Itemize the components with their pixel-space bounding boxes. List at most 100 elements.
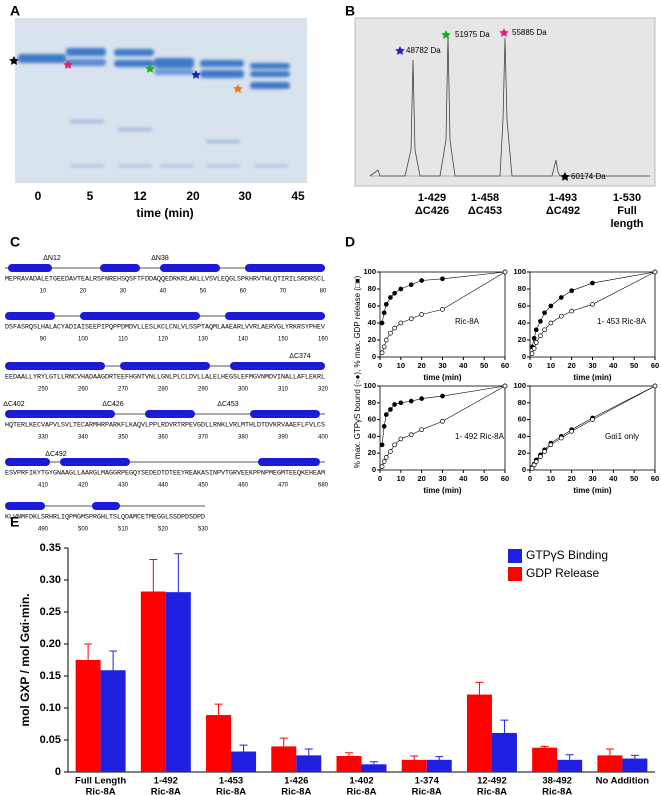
plot-title: 1- 453 Ric-8A	[597, 317, 647, 326]
residue-number: 320	[318, 387, 329, 393]
residue-number: 50	[200, 289, 207, 295]
residue-number: 150	[278, 337, 289, 343]
y-tick-label: 0	[372, 465, 376, 474]
peak-label: 55885 Da	[512, 28, 547, 37]
peak-label: 60174 Da	[571, 172, 606, 181]
helix	[160, 264, 220, 272]
legend-swatch	[508, 549, 522, 563]
x-tick-label: 10	[547, 361, 555, 370]
x-tick-label: 30	[438, 361, 446, 370]
residue-number: 510	[118, 527, 129, 533]
bar	[206, 715, 232, 772]
plot-frame	[379, 385, 506, 471]
bar	[426, 759, 452, 772]
error-bar	[605, 748, 614, 756]
helix	[250, 410, 320, 418]
residue-number: 340	[78, 435, 89, 441]
y-tick-label: 20	[368, 335, 376, 344]
residue-number: 530	[198, 527, 209, 533]
data-point	[558, 295, 564, 300]
x-tick-label: 20	[567, 474, 575, 483]
legend-swatch	[508, 567, 522, 581]
x-axis-label: time (min)	[573, 486, 612, 495]
panel-label: B	[345, 3, 355, 19]
x-tick-label: Full Length	[75, 776, 126, 787]
x-tick-label: 40	[609, 361, 617, 370]
bar	[557, 759, 583, 772]
residue-number: 410	[38, 483, 49, 489]
helix	[145, 410, 195, 418]
x-tick-label: 1-492	[154, 776, 178, 787]
curve	[381, 385, 506, 445]
error-bar	[630, 754, 639, 759]
x-tick-label: No Addition	[596, 776, 650, 787]
y-tick-label: 80	[518, 284, 526, 293]
data-point	[502, 269, 508, 275]
data-point	[542, 327, 547, 333]
helix	[8, 264, 52, 272]
data-point	[408, 398, 414, 404]
data-point	[419, 427, 425, 433]
helix	[5, 502, 45, 510]
y-axis-label: % max. GTPγS bound (○●), % max. GDP rele…	[353, 275, 362, 468]
residue-number: 450	[198, 483, 209, 489]
residue-number: 370	[198, 435, 209, 441]
bar	[271, 746, 297, 772]
y-tick-label: 0.30	[40, 574, 61, 586]
bar	[231, 751, 257, 772]
data-point	[381, 459, 387, 464]
y-tick-label: 0.10	[40, 702, 61, 714]
x-tick-label: 50	[630, 474, 638, 483]
x-tick-label: 60	[501, 474, 509, 483]
data-point	[408, 316, 414, 322]
data-point	[440, 393, 445, 399]
data-point	[590, 417, 595, 422]
lane-label: 20	[186, 189, 200, 203]
residue-number: 140	[238, 337, 249, 343]
sequence: ESVPRFIKYTGYGNAAGLLAARGLMAGGRPEGQYSEDEDT…	[5, 470, 325, 477]
x-tick-label: Ric-8A	[281, 787, 311, 795]
data-point	[398, 400, 404, 406]
data-point	[383, 455, 389, 460]
truncation-label: ΔC402	[3, 401, 25, 408]
residue-number: 310	[278, 387, 289, 393]
mass-spectrum	[354, 17, 656, 187]
residue-number: 100	[78, 337, 89, 343]
y-tick-label: 0.15	[40, 670, 61, 682]
x-tick-label: 20	[417, 474, 425, 483]
species-label: 1-530	[613, 192, 641, 204]
data-point	[392, 442, 397, 448]
helix	[230, 362, 325, 370]
panel-label: E	[10, 514, 19, 530]
data-point	[533, 459, 539, 464]
data-point	[379, 464, 385, 469]
x-tick-label: 1-374	[415, 776, 440, 787]
y-tick-label: 60	[368, 301, 376, 310]
gel-image	[9, 18, 307, 183]
residue-number: 250	[38, 387, 49, 393]
y-tick-label: 100	[363, 267, 376, 276]
lane-label: 0	[35, 189, 42, 203]
helix	[5, 458, 50, 466]
data-point	[388, 449, 393, 454]
data-point	[398, 320, 404, 326]
residue-number: 130	[198, 337, 209, 343]
data-point	[379, 320, 385, 326]
x-tick-label: 10	[547, 474, 555, 483]
data-point	[388, 330, 393, 336]
y-axis-label: mol GXP / mol Gαi·min.	[18, 593, 32, 726]
panel-label: A	[10, 3, 20, 19]
species-label: Full	[617, 205, 637, 217]
residue-number: 380	[238, 435, 249, 441]
x-tick-label: 1-426	[284, 776, 308, 787]
data-point	[538, 318, 543, 324]
bar	[361, 764, 387, 772]
data-point	[388, 407, 393, 412]
residue-number: 350	[118, 435, 129, 441]
data-point	[383, 301, 389, 307]
bar	[491, 732, 517, 772]
bar	[532, 747, 558, 772]
error-bar	[540, 745, 549, 748]
residue-number: 330	[38, 435, 49, 441]
data-point	[548, 442, 554, 448]
